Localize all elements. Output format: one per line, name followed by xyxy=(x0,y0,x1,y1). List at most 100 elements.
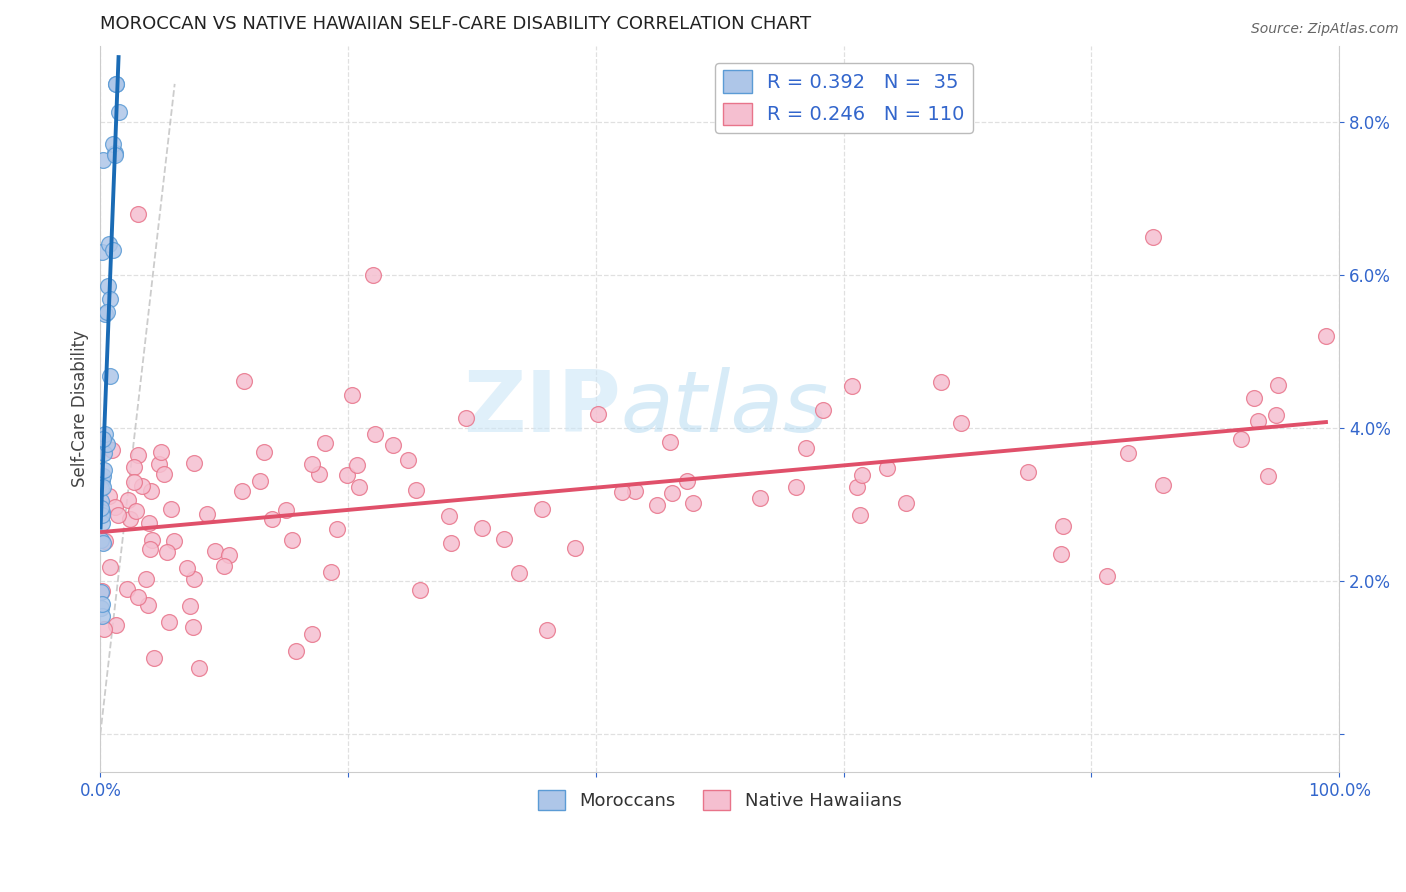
Point xyxy=(136,598,159,612)
Point xyxy=(321,565,343,579)
Point xyxy=(91,433,114,447)
Point xyxy=(127,590,149,604)
Point xyxy=(101,443,124,458)
Point xyxy=(440,535,463,549)
Point xyxy=(138,516,160,530)
Point xyxy=(135,572,157,586)
Point xyxy=(94,427,117,442)
Point xyxy=(659,435,682,450)
Point xyxy=(91,535,114,549)
Point xyxy=(183,456,205,470)
Point xyxy=(340,388,363,402)
Point xyxy=(301,627,323,641)
Point xyxy=(675,475,697,489)
Point xyxy=(231,483,253,498)
Point xyxy=(794,441,817,455)
Point xyxy=(90,494,112,508)
Point xyxy=(841,379,863,393)
Point xyxy=(301,457,323,471)
Point xyxy=(141,483,163,498)
Point xyxy=(124,459,146,474)
Point xyxy=(117,493,139,508)
Point xyxy=(94,307,117,321)
Point xyxy=(107,105,129,120)
Point xyxy=(195,507,218,521)
Point xyxy=(179,599,201,613)
Point xyxy=(361,268,384,282)
Point xyxy=(91,583,114,598)
Point xyxy=(122,475,145,489)
Point xyxy=(1142,230,1164,244)
Point xyxy=(564,541,586,555)
Point xyxy=(93,469,115,483)
Text: Source: ZipAtlas.com: Source: ZipAtlas.com xyxy=(1251,22,1399,37)
Point xyxy=(105,77,128,91)
Point xyxy=(849,508,872,522)
Point xyxy=(1116,446,1139,460)
Point xyxy=(125,504,148,518)
Point xyxy=(260,511,283,525)
Point xyxy=(149,445,172,459)
Point xyxy=(157,615,180,629)
Point xyxy=(91,480,114,494)
Point xyxy=(101,136,124,151)
Point xyxy=(97,237,120,252)
Point xyxy=(96,305,118,319)
Point xyxy=(811,403,834,417)
Point xyxy=(624,483,647,498)
Point xyxy=(530,501,553,516)
Point xyxy=(104,618,127,632)
Point xyxy=(204,543,226,558)
Point xyxy=(233,375,256,389)
Point xyxy=(105,77,128,91)
Point xyxy=(851,468,873,483)
Point xyxy=(94,533,117,548)
Point xyxy=(188,661,211,675)
Point xyxy=(115,582,138,596)
Point xyxy=(645,499,668,513)
Point xyxy=(181,620,204,634)
Point xyxy=(153,467,176,482)
Point xyxy=(610,484,633,499)
Point xyxy=(90,245,112,260)
Text: MOROCCAN VS NATIVE HAWAIIAN SELF-CARE DISABILITY CORRELATION CHART: MOROCCAN VS NATIVE HAWAIIAN SELF-CARE DI… xyxy=(100,15,811,33)
Point xyxy=(1315,329,1337,343)
Point xyxy=(155,544,177,558)
Point xyxy=(183,572,205,586)
Point xyxy=(346,458,368,472)
Point xyxy=(176,560,198,574)
Point xyxy=(876,460,898,475)
Point xyxy=(159,501,181,516)
Point xyxy=(1243,392,1265,406)
Point xyxy=(748,491,770,505)
Point xyxy=(90,481,112,495)
Point xyxy=(104,500,127,515)
Point xyxy=(308,467,330,481)
Point xyxy=(91,153,114,168)
Point xyxy=(314,435,336,450)
Point xyxy=(96,437,118,451)
Point xyxy=(408,583,430,598)
Point xyxy=(90,505,112,519)
Point xyxy=(91,508,114,523)
Point xyxy=(118,512,141,526)
Legend: Moroccans, Native Hawaiians: Moroccans, Native Hawaiians xyxy=(531,783,908,818)
Point xyxy=(93,622,115,636)
Point xyxy=(492,532,515,546)
Point xyxy=(846,480,869,494)
Point xyxy=(326,523,349,537)
Point xyxy=(950,416,973,430)
Y-axis label: Self-Care Disability: Self-Care Disability xyxy=(72,330,89,487)
Point xyxy=(586,408,609,422)
Point xyxy=(785,480,807,494)
Point xyxy=(90,585,112,599)
Point xyxy=(682,496,704,510)
Point xyxy=(381,437,404,451)
Point xyxy=(93,463,115,477)
Point xyxy=(405,483,427,498)
Point xyxy=(98,489,121,503)
Point xyxy=(454,411,477,425)
Point xyxy=(471,521,494,535)
Point xyxy=(437,508,460,523)
Point xyxy=(127,207,149,221)
